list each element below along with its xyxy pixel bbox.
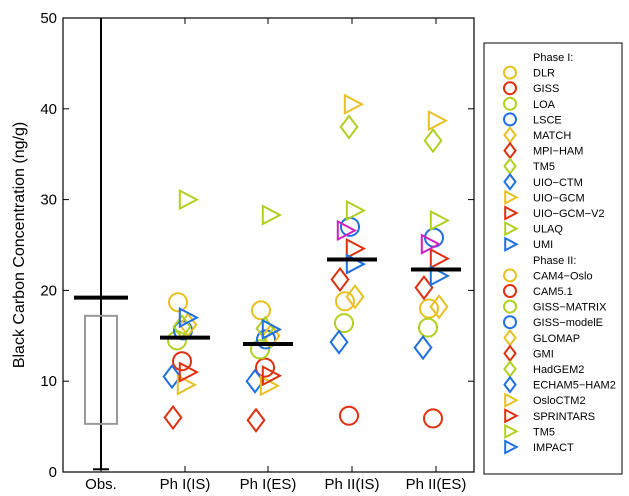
legend-label: TM5 (533, 426, 555, 438)
point-marker (178, 306, 200, 329)
point-marker (429, 294, 449, 320)
legend-label: UIO−GCM−V2 (533, 208, 605, 220)
legend-marker (503, 96, 517, 111)
legend-marker (504, 392, 519, 408)
point-marker (261, 204, 283, 226)
legend-marker (503, 65, 517, 80)
point-marker (168, 292, 188, 313)
point-marker (423, 408, 443, 429)
legend-marker (504, 408, 519, 424)
point-marker (178, 188, 200, 211)
point-marker (261, 318, 283, 341)
point-marker (339, 405, 359, 426)
legend-header: Phase I: (533, 52, 573, 64)
point-marker (335, 291, 355, 312)
point-marker (419, 298, 439, 319)
legend-marker (503, 299, 517, 314)
x-tick-label: Obs. (85, 476, 117, 493)
plot-frame (62, 17, 475, 473)
point-marker (162, 364, 182, 390)
point-marker (261, 365, 283, 387)
x-tick-label: Ph I(IS) (160, 476, 211, 493)
legend: Phase I: DLR GISS LOA LSCE MATCH MPI−HAM TM5 UIO… (503, 52, 616, 455)
legend-marker (504, 439, 519, 455)
y-tick-label: 40 (40, 101, 57, 118)
legend-label: ULAQ (533, 224, 563, 236)
legend-marker (504, 236, 519, 252)
y-tick-label: 10 (40, 373, 57, 390)
legend-label: ECHAM5−HAM2 (533, 380, 616, 392)
point-marker (429, 247, 451, 270)
legend-marker (503, 81, 517, 96)
legend-label: UIO−CTM (533, 177, 583, 189)
y-axis-title: Black Carbon Concentration (ng/g) (11, 122, 28, 368)
point-marker (176, 374, 198, 396)
legend-label: LOA (533, 99, 556, 111)
legend-marker (504, 205, 519, 221)
point-marker (178, 361, 200, 383)
x-tick-label: Ph II(IS) (324, 476, 379, 493)
legend-label: GLOMAP (533, 333, 580, 345)
legend-label: UMI (533, 239, 553, 251)
point-marker (420, 233, 442, 255)
legend-label: HadGEM2 (533, 364, 584, 376)
legend-marker (503, 284, 517, 298)
point-marker (343, 93, 365, 115)
point-marker (427, 109, 449, 132)
point-marker (330, 266, 350, 293)
legend-marker (503, 112, 517, 127)
legend-label: UIO−GCM (533, 192, 585, 204)
point-marker (250, 339, 270, 360)
legend-marker (503, 172, 517, 191)
point-marker (414, 275, 434, 301)
legend-label: GISS−modelE (533, 317, 603, 329)
point-marker (345, 237, 367, 260)
point-marker (334, 313, 354, 334)
y-tick-label: 50 (40, 10, 57, 27)
legend-label: GISS (533, 83, 559, 95)
point-marker (418, 317, 438, 338)
legend-marker (503, 268, 517, 283)
plot-layer (74, 18, 461, 471)
legend-label: GMI (533, 348, 554, 360)
point-marker (336, 219, 358, 242)
y-tick-label: 0 (49, 464, 57, 481)
point-marker (255, 357, 275, 378)
legend-marker (503, 315, 517, 330)
legend-label: CAM4−Oslo (533, 270, 593, 282)
legend-label: CAM5.1 (533, 286, 573, 298)
legend-label: MATCH (533, 130, 571, 142)
axis-layer: 0 10 20 30 40 50 Obs. Ph I(IS) Ph I(ES) Ph II(IS)… (40, 10, 474, 493)
point-marker (429, 209, 451, 232)
legend-marker (504, 220, 519, 237)
legend-marker (504, 189, 519, 206)
point-marker (423, 127, 443, 154)
y-tick-label: 20 (40, 282, 57, 299)
point-marker (413, 334, 433, 361)
legend-label: OsloCTM2 (533, 395, 586, 407)
legend-label: MPI−HAM (533, 146, 583, 158)
legend-marker (503, 375, 517, 394)
point-marker (163, 404, 183, 431)
point-marker (339, 114, 359, 140)
legend-header: Phase II: (533, 255, 576, 267)
legend-label: SPRINTARS (533, 411, 595, 423)
point-marker (329, 329, 349, 355)
legend-label: GISS−MATRIX (533, 302, 607, 314)
legend-label: IMPACT (533, 442, 574, 454)
point-marker (345, 284, 365, 310)
y-tick-label: 30 (40, 192, 57, 209)
point-marker (345, 199, 367, 222)
point-marker (172, 351, 192, 372)
legend-marker (504, 423, 519, 440)
obs-box (84, 314, 118, 425)
point-marker (246, 407, 266, 433)
x-tick-label: Ph II(ES) (406, 476, 467, 493)
legend-label: TM5 (533, 161, 555, 173)
x-tick-label: Ph I(ES) (240, 476, 297, 493)
point-marker (251, 300, 271, 321)
legend-label: LSCE (533, 114, 562, 126)
legend-label: DLR (533, 68, 555, 80)
